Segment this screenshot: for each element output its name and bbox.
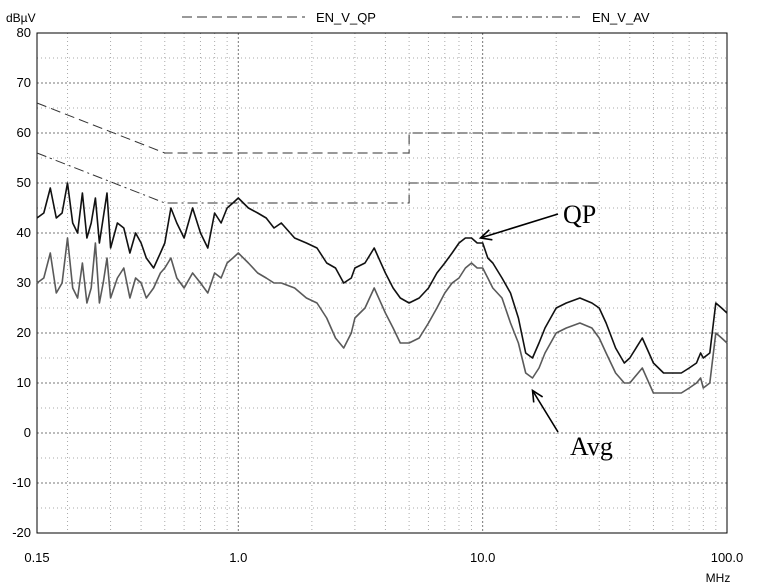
y-tick-label: -20: [12, 525, 31, 540]
y-tick-label: 0: [24, 425, 31, 440]
y-tick-label: 30: [17, 275, 31, 290]
annotation-arrow: [531, 390, 559, 433]
y-tick-label: 80: [17, 25, 31, 40]
legend-label: EN_V_QP: [316, 10, 376, 25]
series-line: [36, 182, 728, 374]
annotation-label: QP: [563, 200, 596, 229]
limit-line: [36, 102, 600, 154]
annotations: QP Avg: [478, 200, 613, 461]
annotation-label: Avg: [570, 432, 613, 461]
limit-line: [36, 152, 600, 204]
series-line: [36, 237, 728, 394]
y-tick-label: 10: [17, 375, 31, 390]
legend-label: EN_V_AV: [592, 10, 650, 25]
arrowhead: [531, 388, 544, 403]
y-tick-labels: 80 70 60 50 40 30 20 10 0 -10 -20: [12, 25, 31, 540]
limit-lines: [36, 102, 600, 204]
x-tick-labels: 0.15 1.0 10.0 100.0: [24, 550, 743, 565]
x-tick-label: 100.0: [711, 550, 744, 565]
y-unit-label: dBµV: [6, 11, 36, 25]
arrowhead: [478, 229, 493, 241]
y-tick-label: 40: [17, 225, 31, 240]
y-tick-label: 20: [17, 325, 31, 340]
x-tick-label: 10.0: [470, 550, 495, 565]
annotation-arrow: [480, 213, 559, 239]
legend: EN_V_QP EN_V_AV: [182, 10, 650, 25]
x-tick-label: 0.15: [24, 550, 49, 565]
y-tick-label: 70: [17, 75, 31, 90]
y-tick-label: -10: [12, 475, 31, 490]
x-unit-label: MHz: [706, 571, 731, 585]
minor-grid: [36, 33, 728, 533]
y-tick-label: 50: [17, 175, 31, 190]
x-tick-label: 1.0: [229, 550, 247, 565]
y-tick-label: 60: [17, 125, 31, 140]
series-lines: [36, 182, 728, 394]
